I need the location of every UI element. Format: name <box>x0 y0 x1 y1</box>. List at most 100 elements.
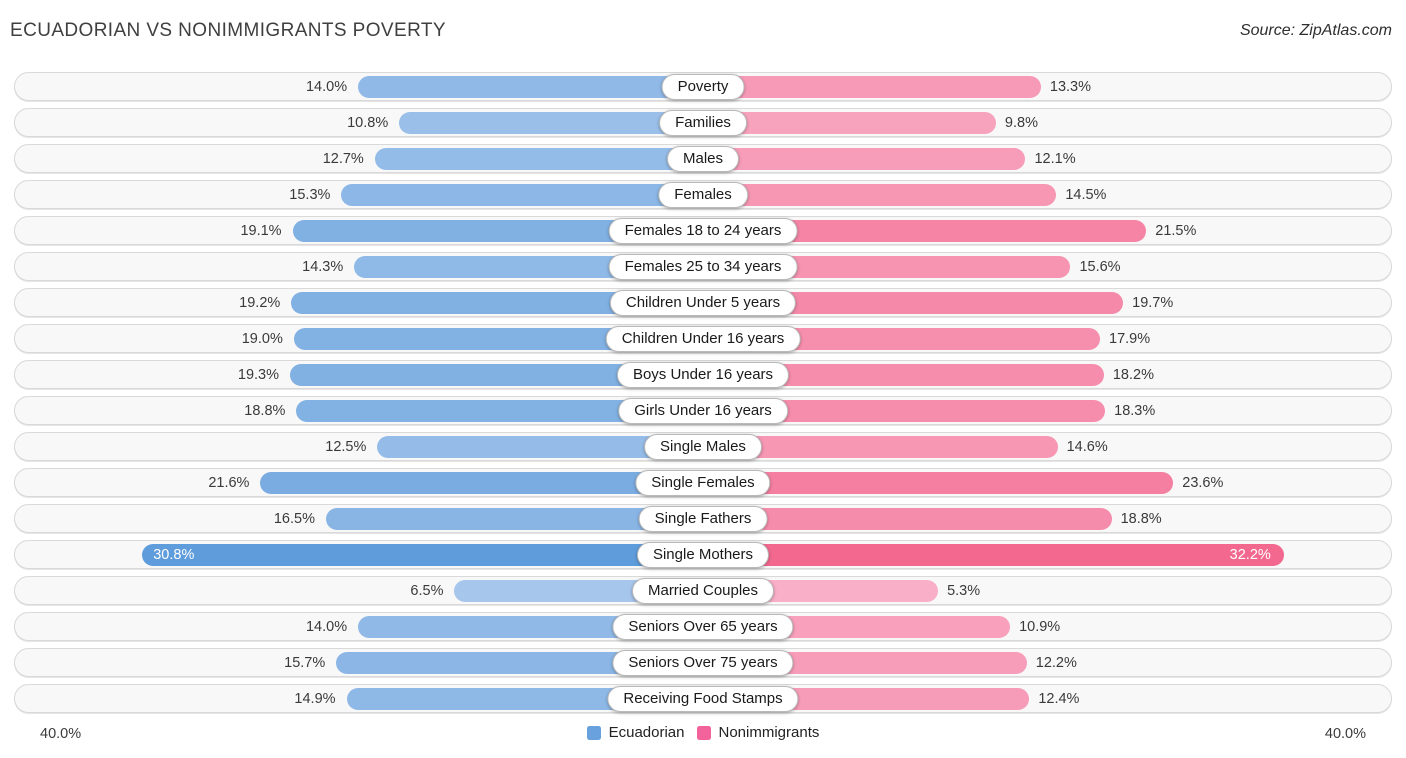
chart-row: 18.8% 18.3% Girls Under 16 years <box>14 396 1392 425</box>
category-pill: Single Mothers <box>636 541 770 568</box>
value-label-nonimmigrants: 23.6% <box>1182 474 1224 491</box>
legend-item-ecuadorian: Ecuadorian <box>586 724 685 741</box>
bar-nonimmigrants <box>704 184 1057 206</box>
chart-row: 14.0% 10.9% Seniors Over 65 years <box>14 612 1392 641</box>
axis-left-max-label: 40.0% <box>40 726 82 742</box>
category-pill: Females <box>658 181 748 208</box>
bar-nonimmigrants <box>704 400 1106 422</box>
chart-row: 14.9% 12.4% Receiving Food Stamps <box>14 684 1392 713</box>
value-label-ecuadorian: 14.9% <box>294 690 336 707</box>
value-label-nonimmigrants: 32.2% <box>1229 546 1271 563</box>
value-label-nonimmigrants: 12.4% <box>1038 690 1080 707</box>
chart-row: 10.8% 9.8% Families <box>14 108 1392 137</box>
bar-ecuadorian <box>341 184 704 206</box>
value-label-nonimmigrants: 14.6% <box>1066 438 1108 455</box>
value-label-nonimmigrants: 10.9% <box>1019 618 1061 635</box>
bar-nonimmigrants <box>704 112 996 134</box>
bar-ecuadorian <box>399 112 704 134</box>
bar-ecuadorian <box>336 652 704 674</box>
value-label-ecuadorian: 6.5% <box>410 582 444 599</box>
category-pill: Boys Under 16 years <box>616 361 790 388</box>
bar-nonimmigrants <box>704 76 1041 98</box>
category-pill: Seniors Over 65 years <box>612 613 794 640</box>
value-label-ecuadorian: 14.3% <box>302 258 344 275</box>
chart-row: 15.3% 14.5% Females <box>14 180 1392 209</box>
category-pill: Poverty <box>661 73 745 100</box>
bar-ecuadorian <box>289 364 704 386</box>
chart-footer: 40.0% Ecuadorian Nonimmigrants 40.0% <box>0 722 1406 752</box>
bar-nonimmigrants <box>704 544 1284 566</box>
bar-nonimmigrants <box>704 328 1100 350</box>
page-title: ECUADORIAN VS NONIMMIGRANTS POVERTY <box>10 20 446 41</box>
value-label-ecuadorian: 18.8% <box>244 402 286 419</box>
bar-ecuadorian <box>291 292 704 314</box>
chart-row: 19.0% 17.9% Children Under 16 years <box>14 324 1392 353</box>
bar-nonimmigrants <box>704 220 1147 242</box>
value-label-ecuadorian: 14.0% <box>305 78 348 95</box>
value-label-ecuadorian: 15.3% <box>289 186 331 203</box>
value-label-ecuadorian: 30.8% <box>153 546 195 563</box>
value-label-nonimmigrants: 18.3% <box>1114 402 1156 419</box>
value-label-ecuadorian: 19.2% <box>239 294 281 311</box>
category-pill: Single Fathers <box>638 505 768 532</box>
axis-right-max-label: 40.0% <box>1324 726 1366 742</box>
legend: Ecuadorian Nonimmigrants <box>0 724 1406 741</box>
value-label-nonimmigrants: 12.1% <box>1034 150 1076 167</box>
chart-row: 30.8% 32.2% Single Mothers <box>14 540 1392 569</box>
value-label-ecuadorian: 19.0% <box>241 330 283 347</box>
bar-ecuadorian <box>142 544 704 566</box>
category-pill: Receiving Food Stamps <box>607 685 799 712</box>
value-label-ecuadorian: 10.8% <box>347 114 389 131</box>
category-pill: Single Females <box>635 469 771 496</box>
bar-ecuadorian <box>292 220 704 242</box>
chart-row: 14.3% 15.6% Females 25 to 34 years <box>14 252 1392 281</box>
category-pill: Girls Under 16 years <box>618 397 788 424</box>
legend-swatch-ecuadorian-icon <box>586 725 601 740</box>
value-label-nonimmigrants: 15.6% <box>1079 258 1121 275</box>
value-label-nonimmigrants: 18.2% <box>1112 366 1154 383</box>
value-label-ecuadorian: 21.6% <box>208 474 250 491</box>
value-label-nonimmigrants: 13.3% <box>1049 78 1092 95</box>
legend-label-nonimmigrants: Nonimmigrants <box>718 724 820 741</box>
chart-row: 19.1% 21.5% Females 18 to 24 years <box>14 216 1392 245</box>
value-label-ecuadorian: 12.5% <box>325 438 367 455</box>
bar-nonimmigrants <box>704 364 1104 386</box>
chart-row: 19.3% 18.2% Boys Under 16 years <box>14 360 1392 389</box>
chart-row: 15.7% 12.2% Seniors Over 75 years <box>14 648 1392 677</box>
chart-row: 12.5% 14.6% Single Males <box>14 432 1392 461</box>
value-label-ecuadorian: 15.7% <box>284 654 326 671</box>
category-pill: Females 18 to 24 years <box>608 217 798 244</box>
category-pill: Married Couples <box>631 577 775 604</box>
category-pill: Families <box>659 109 747 136</box>
value-label-nonimmigrants: 14.5% <box>1065 186 1107 203</box>
value-label-ecuadorian: 19.1% <box>240 222 282 239</box>
bar-ecuadorian <box>325 508 704 530</box>
value-label-nonimmigrants: 19.7% <box>1132 294 1174 311</box>
value-label-nonimmigrants: 9.8% <box>1004 114 1038 131</box>
category-pill: Children Under 16 years <box>605 325 801 352</box>
bar-ecuadorian <box>260 472 704 494</box>
bar-ecuadorian <box>377 436 704 458</box>
bar-ecuadorian <box>293 328 704 350</box>
chart-row: 19.2% 19.7% Children Under 5 years <box>14 288 1392 317</box>
chart-rows: 14.0% 13.3% Poverty 10.8% 9.8% Families 12.7% 1… <box>14 72 1392 720</box>
legend-swatch-nonimmigrants-icon <box>696 725 711 740</box>
value-label-ecuadorian: 12.7% <box>322 150 364 167</box>
chart-row: 16.5% 18.8% Single Fathers <box>14 504 1392 533</box>
value-label-nonimmigrants: 18.8% <box>1120 510 1162 527</box>
chart-row: 12.7% 12.1% Males <box>14 144 1392 173</box>
bar-ecuadorian <box>358 76 704 98</box>
bar-nonimmigrants <box>704 436 1058 458</box>
bar-nonimmigrants <box>704 472 1174 494</box>
value-label-ecuadorian: 16.5% <box>273 510 315 527</box>
chart-row: 6.5% 5.3% Married Couples <box>14 576 1392 605</box>
value-label-nonimmigrants: 17.9% <box>1109 330 1151 347</box>
legend-item-nonimmigrants: Nonimmigrants <box>696 724 820 741</box>
value-label-nonimmigrants: 5.3% <box>947 582 981 599</box>
value-label-ecuadorian: 14.0% <box>305 618 348 635</box>
category-pill: Seniors Over 75 years <box>612 649 794 676</box>
chart-row: 21.6% 23.6% Single Females <box>14 468 1392 497</box>
bar-nonimmigrants <box>704 292 1124 314</box>
value-label-nonimmigrants: 21.5% <box>1155 222 1197 239</box>
legend-label-ecuadorian: Ecuadorian <box>608 724 685 741</box>
